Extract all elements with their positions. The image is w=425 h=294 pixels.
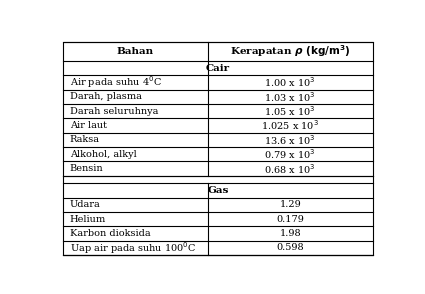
Text: 1.05 x 10$^{3}$: 1.05 x 10$^{3}$ — [264, 104, 316, 118]
Text: 1.03 x 10$^{3}$: 1.03 x 10$^{3}$ — [264, 90, 316, 104]
Text: 0.598: 0.598 — [276, 243, 304, 252]
Text: 1.29: 1.29 — [279, 200, 301, 209]
Text: 0.68 x 10$^{3}$: 0.68 x 10$^{3}$ — [264, 162, 316, 176]
Text: Uap air pada suhu 100$^0$C: Uap air pada suhu 100$^0$C — [70, 240, 196, 255]
Text: Air pada suhu 4$^0$C: Air pada suhu 4$^0$C — [70, 75, 162, 91]
Text: Darah seluruhnya: Darah seluruhnya — [70, 107, 158, 116]
Text: 0.79 x 10$^{3}$: 0.79 x 10$^{3}$ — [264, 147, 316, 161]
Text: Raksa: Raksa — [70, 136, 99, 144]
Text: 1.00 x 10$^{3}$: 1.00 x 10$^{3}$ — [264, 76, 316, 89]
Text: Darah, plasma: Darah, plasma — [70, 92, 142, 101]
Text: Alkohol, alkyl: Alkohol, alkyl — [70, 150, 136, 159]
Text: Udara: Udara — [70, 200, 100, 209]
Text: Air laut: Air laut — [70, 121, 107, 130]
Text: 13.6 x 10$^{3}$: 13.6 x 10$^{3}$ — [264, 133, 316, 147]
Text: Gas: Gas — [207, 186, 229, 195]
Text: Bahan: Bahan — [117, 47, 154, 56]
Text: Helium: Helium — [70, 215, 106, 223]
Text: Bensin: Bensin — [70, 164, 103, 173]
Text: 0.179: 0.179 — [276, 215, 304, 223]
Text: Kerapatan $\boldsymbol{\rho}$ $\mathbf{(kg/m^{3})}$: Kerapatan $\boldsymbol{\rho}$ $\mathbf{(… — [230, 44, 351, 59]
Text: 1.98: 1.98 — [280, 229, 301, 238]
Text: Karbon dioksida: Karbon dioksida — [70, 229, 150, 238]
Text: 1.025 x 10$^{3}$: 1.025 x 10$^{3}$ — [261, 119, 319, 133]
Text: Cair: Cair — [206, 64, 230, 73]
